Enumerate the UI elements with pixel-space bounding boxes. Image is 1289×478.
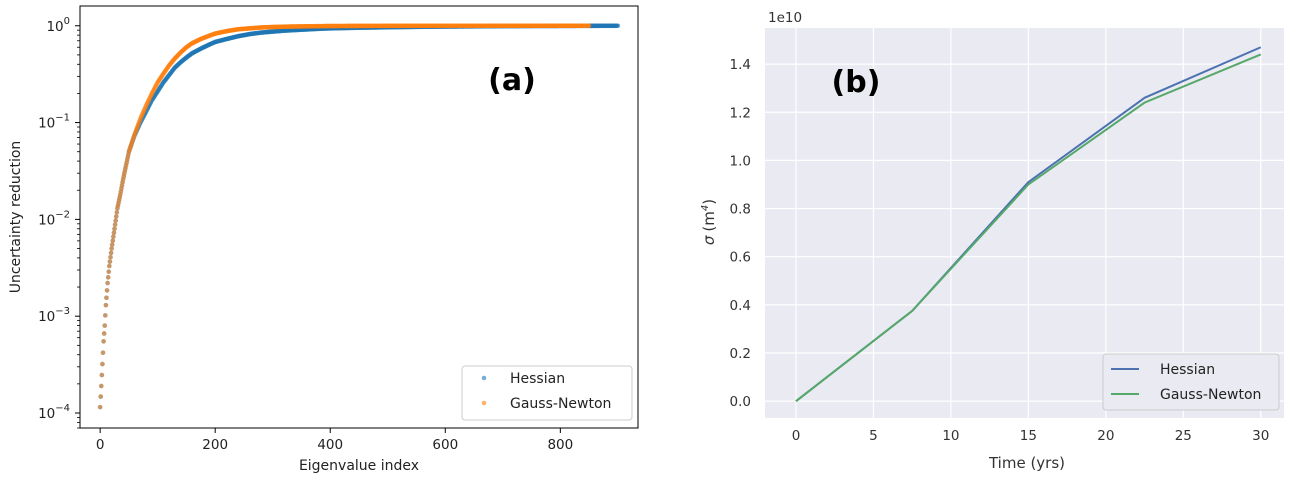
chart-a-point-hessian <box>615 23 621 29</box>
chart-a-point-gauss-newton <box>97 404 103 410</box>
chart-a-ytick-label: 10−2 <box>38 209 70 228</box>
chart-a-point-gauss-newton <box>112 226 117 232</box>
chart-a-legend-box <box>461 365 633 421</box>
chart-b-offset-label: 1e10 <box>768 10 802 26</box>
chart-b-xtick-label: 0 <box>792 428 801 444</box>
chart-a-point-gauss-newton <box>107 263 112 269</box>
chart-a-point-gauss-newton <box>106 269 112 274</box>
chart-b-line-gauss-newton <box>795 53 1262 402</box>
chart-b-ytick-label: 1.2 <box>730 105 751 121</box>
chart-a-legend: Hessian Gauss-Newton <box>461 365 633 421</box>
chart-b-lines <box>795 46 1262 402</box>
chart-a-point-gauss-newton <box>104 288 110 293</box>
chart-b-ytick-label: 0.6 <box>730 250 751 266</box>
chart-a-point-gauss-newton <box>110 238 116 243</box>
chart-b-xticks: 0 5 10 15 20 25 30 <box>792 428 1270 444</box>
chart-a-point-gauss-newton <box>105 275 111 280</box>
chart-b-xtick-label: 5 <box>869 428 878 444</box>
chart-a-xtick-label: 200 <box>202 437 228 453</box>
chart-b-grid <box>765 28 1284 418</box>
chart-a-point-gauss-newton <box>114 210 120 215</box>
chart-a-yticks: 10−4 10−3 10−2 10−1 100 <box>38 16 80 429</box>
chart-a-xtick-label: 400 <box>317 437 343 453</box>
chart-a-point-gauss-newton <box>102 323 108 328</box>
chart-a-ylabel: Uncertainty reduction <box>8 141 24 294</box>
chart-a-point-gauss-newton <box>113 214 119 219</box>
chart-a-point-gauss-newton <box>108 250 114 256</box>
chart-a-legend-label-hessian: Hessian <box>510 371 565 387</box>
chart-b-xtick-label: 20 <box>1097 428 1114 444</box>
chart-b-yticks: 0.0 0.2 0.4 0.6 0.8 1.0 1.2 1.4 <box>730 57 751 410</box>
chart-b-ylabel-close: ) <box>700 199 718 205</box>
chart-a-point-gauss-newton <box>105 280 110 286</box>
chart-b-ytick-label: 1.4 <box>730 57 751 73</box>
chart-a-point-gauss-newton <box>100 350 106 356</box>
chart-a-panel-label: (a) <box>488 63 536 98</box>
chart-a-ytick-label: 10−1 <box>38 113 70 132</box>
chart-a-plot-area <box>79 5 639 429</box>
chart-a-point-gauss-newton <box>98 383 104 389</box>
chart-b-xtick-label: 15 <box>1020 428 1037 444</box>
chart-a-point-gauss-newton <box>112 222 118 227</box>
chart-a-ytick-label: 10−3 <box>38 306 70 325</box>
chart-b: 0.0 0.2 0.4 0.6 0.8 1.0 1.2 1.4 0 5 10 15 20 25 30 1e… <box>700 10 1284 472</box>
chart-a-legend-label-gauss-newton: Gauss-Newton <box>510 396 611 412</box>
chart-b-xtick-label: 30 <box>1252 428 1269 444</box>
chart-a-point-gauss-newton <box>99 372 105 378</box>
chart-a-legend-marker-hessian <box>481 375 487 381</box>
chart-a-point-gauss-newton <box>113 218 118 223</box>
chart-b-ylabel: σ (m4) <box>700 199 718 245</box>
chart-b-xlabel: Time (yrs) <box>988 454 1065 472</box>
chart-b-ylabel-exp: 4 <box>700 205 711 211</box>
chart-a-xtick-label: 0 <box>96 437 105 453</box>
chart-b-legend-box <box>1102 353 1280 411</box>
chart-b-panel-label: (b) <box>832 65 881 100</box>
chart-b-xtick-label: 25 <box>1175 428 1192 444</box>
chart-a: 10−4 10−3 10−2 10−1 100 0 200 400 600 800 Eigenv… <box>8 5 639 474</box>
chart-a-xtick-label: 600 <box>432 437 458 453</box>
chart-a-points <box>97 23 621 410</box>
chart-a-point-gauss-newton <box>103 302 109 308</box>
chart-b-xtick-label: 10 <box>942 428 959 444</box>
chart-b-legend-label-gauss-newton: Gauss-Newton <box>1160 387 1261 403</box>
chart-a-point-gauss-newton <box>109 242 115 247</box>
chart-a-point-gauss-newton <box>107 259 113 264</box>
chart-a-point-gauss-newton <box>111 234 116 239</box>
chart-a-point-gauss-newton <box>104 295 109 301</box>
chart-a-point-gauss-newton <box>98 394 104 399</box>
chart-a-point-gauss-newton <box>101 331 107 336</box>
chart-a-xtick-label: 800 <box>547 437 573 453</box>
chart-a-point-gauss-newton <box>103 313 108 318</box>
chart-a-point-gauss-newton <box>109 246 114 251</box>
chart-b-ytick-label: 0.0 <box>730 394 751 410</box>
chart-b-ylabel-unit: (m <box>700 211 718 231</box>
chart-b-legend-label-hessian: Hessian <box>1160 362 1215 378</box>
chart-a-point-gauss-newton <box>586 23 592 29</box>
chart-a-xlabel: Eigenvalue index <box>299 458 419 474</box>
chart-b-ytick-label: 1.0 <box>730 153 751 169</box>
chart-a-point-gauss-newton <box>111 230 117 236</box>
chart-b-ylabel-symbol: σ <box>700 235 718 245</box>
chart-a-legend-marker-gauss-newton <box>481 400 487 406</box>
chart-a-point-gauss-newton <box>100 361 105 367</box>
chart-a-point-gauss-newton <box>101 339 106 344</box>
chart-a-ytick-label: 100 <box>46 16 70 35</box>
chart-b-ytick-label: 0.4 <box>730 298 751 314</box>
chart-a-point-gauss-newton <box>108 254 113 260</box>
chart-a-ytick-label: 10−4 <box>38 403 70 422</box>
chart-b-legend: Hessian Gauss-Newton <box>1102 353 1280 411</box>
chart-b-ytick-label: 0.2 <box>730 346 751 362</box>
chart-a-xticks: 0 200 400 600 800 <box>96 428 573 453</box>
chart-b-ytick-label: 0.8 <box>730 202 751 218</box>
